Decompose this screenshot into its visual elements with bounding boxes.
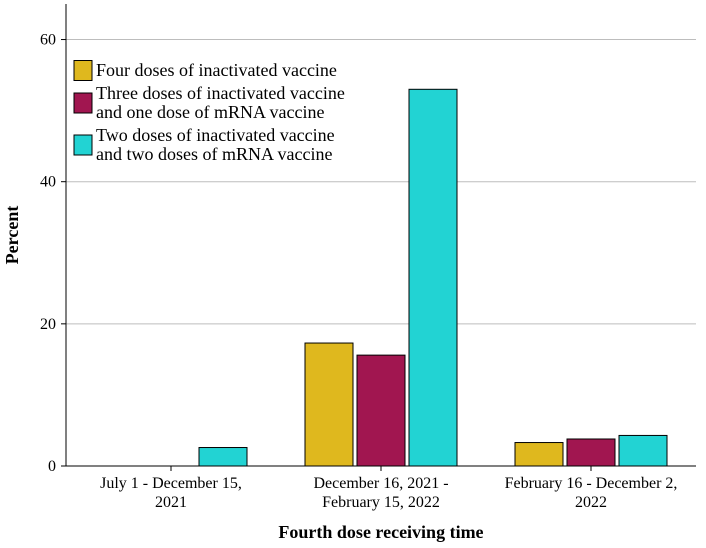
- bar: [514, 442, 564, 467]
- bar: [198, 447, 248, 467]
- x-tick-label: 2021: [155, 494, 187, 511]
- legend-swatch: [73, 134, 93, 156]
- legend-label: Two doses of inactivated vaccine: [96, 125, 335, 145]
- y-axis-title: Percent: [2, 206, 22, 265]
- bar: [566, 438, 616, 467]
- gridlines: [66, 39, 696, 325]
- legend-swatch: [73, 60, 93, 81]
- y-tick-label: 20: [40, 316, 56, 333]
- bar: [356, 354, 406, 467]
- x-axis-title: Fourth dose receiving time: [278, 522, 483, 542]
- bar: [408, 88, 458, 467]
- bar: [618, 434, 668, 467]
- legend-label: Four doses of inactivated vaccine: [96, 60, 337, 80]
- legend-swatch: [73, 92, 93, 114]
- bar: [304, 342, 354, 467]
- legend-label: and one dose of mRNA vaccine: [96, 102, 324, 122]
- x-tick-label: 2022: [575, 494, 607, 511]
- y-tick-label: 60: [40, 32, 56, 49]
- x-tick-label: December 16, 2021 -: [313, 475, 448, 492]
- bars: [198, 88, 668, 467]
- x-tick-label: February 16 - December 2,: [505, 475, 678, 492]
- y-tick-label: 0: [48, 458, 56, 475]
- legend-label: Three doses of inactivated vaccine: [96, 83, 345, 103]
- y-tick-label: 40: [40, 174, 56, 191]
- x-axis-tick-labels: July 1 - December 15, 2021 December 16, 20…: [100, 466, 677, 511]
- y-axis-ticks: 0 20 40 60: [40, 32, 66, 475]
- legend: Four doses of inactivated vaccine Three d…: [73, 60, 345, 164]
- legend-label: and two doses of mRNA vaccine: [96, 144, 332, 164]
- x-tick-label: July 1 - December 15,: [100, 475, 242, 492]
- x-tick-label: February 15, 2022: [322, 494, 440, 511]
